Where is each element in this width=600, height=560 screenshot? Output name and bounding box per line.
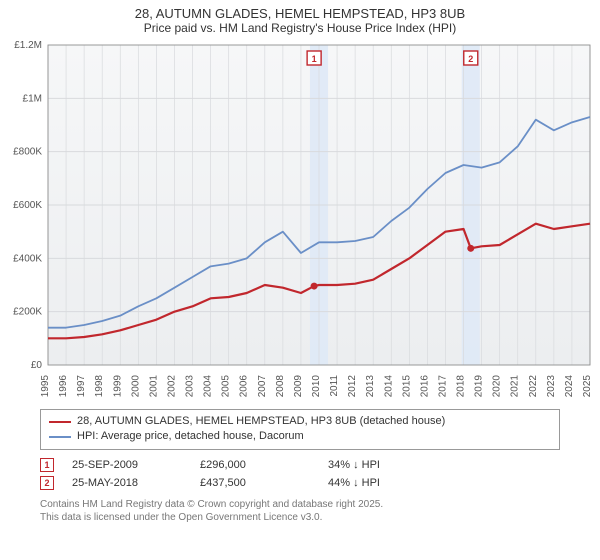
svg-text:2002: 2002 <box>166 375 177 398</box>
marker-delta: 34% ↓ HPI <box>328 459 380 471</box>
svg-text:£400K: £400K <box>13 253 42 264</box>
legend: 28, AUTUMN GLADES, HEMEL HEMPSTEAD, HP3 … <box>40 409 560 450</box>
marker-row: 2 25-MAY-2018 £437,500 44% ↓ HPI <box>40 474 560 492</box>
svg-text:2008: 2008 <box>275 375 286 398</box>
marker-number-box: 2 <box>40 476 54 490</box>
svg-text:1998: 1998 <box>94 375 105 398</box>
footnote: Contains HM Land Registry data © Crown c… <box>40 498 560 524</box>
marker-delta: 44% ↓ HPI <box>328 477 380 489</box>
line-chart: £0 £200K £400K £600K £800K £1M £1.2M 1995 1996 19… <box>0 41 600 401</box>
marker-table: 1 25-SEP-2009 £296,000 34% ↓ HPI 2 25-MAY-201… <box>40 456 560 492</box>
svg-text:2022: 2022 <box>528 375 539 398</box>
marker-row: 1 25-SEP-2009 £296,000 34% ↓ HPI <box>40 456 560 474</box>
svg-text:2025: 2025 <box>582 375 593 398</box>
svg-text:£0: £0 <box>31 360 43 371</box>
svg-text:1996: 1996 <box>58 375 69 398</box>
svg-text:£1M: £1M <box>23 93 42 104</box>
marker-price: £296,000 <box>200 459 310 471</box>
footnote-line: Contains HM Land Registry data © Crown c… <box>40 498 560 511</box>
legend-swatch <box>49 421 71 423</box>
marker-price: £437,500 <box>200 477 310 489</box>
svg-text:2014: 2014 <box>383 375 394 398</box>
chart-area: £0 £200K £400K £600K £800K £1M £1.2M 1995 1996 19… <box>0 41 600 401</box>
svg-text:2018: 2018 <box>456 375 467 398</box>
svg-text:2003: 2003 <box>185 375 196 398</box>
svg-text:2009: 2009 <box>293 375 304 398</box>
marker-number-box: 1 <box>40 458 54 472</box>
legend-item: HPI: Average price, detached house, Daco… <box>49 429 551 444</box>
svg-text:2019: 2019 <box>474 375 485 398</box>
svg-text:1999: 1999 <box>112 375 123 398</box>
chart-subtitle: Price paid vs. HM Land Registry's House … <box>0 21 600 41</box>
svg-text:£600K: £600K <box>13 200 42 211</box>
marker-date: 25-MAY-2018 <box>72 477 182 489</box>
svg-text:2005: 2005 <box>221 375 232 398</box>
svg-text:2004: 2004 <box>203 375 214 398</box>
svg-text:2021: 2021 <box>510 375 521 398</box>
svg-text:1: 1 <box>312 54 317 64</box>
chart-title: 28, AUTUMN GLADES, HEMEL HEMPSTEAD, HP3 … <box>0 0 600 21</box>
svg-text:£1.2M: £1.2M <box>14 41 42 51</box>
svg-text:2006: 2006 <box>239 375 250 398</box>
svg-text:2013: 2013 <box>365 375 376 398</box>
svg-text:£200K: £200K <box>13 307 42 318</box>
svg-text:2010: 2010 <box>311 375 322 398</box>
svg-text:2000: 2000 <box>130 375 141 398</box>
legend-label: HPI: Average price, detached house, Daco… <box>77 429 304 444</box>
svg-text:2020: 2020 <box>492 375 503 398</box>
svg-text:2015: 2015 <box>401 375 412 398</box>
footnote-line: This data is licensed under the Open Gov… <box>40 511 560 524</box>
legend-label: 28, AUTUMN GLADES, HEMEL HEMPSTEAD, HP3 … <box>77 414 445 429</box>
svg-text:1997: 1997 <box>76 375 87 398</box>
svg-text:2007: 2007 <box>257 375 268 398</box>
legend-swatch <box>49 436 71 438</box>
svg-text:2: 2 <box>468 54 473 64</box>
svg-text:2023: 2023 <box>546 375 557 398</box>
svg-text:2016: 2016 <box>419 375 430 398</box>
svg-text:2017: 2017 <box>437 375 448 398</box>
svg-text:2011: 2011 <box>329 375 340 397</box>
svg-text:£800K: £800K <box>13 147 42 158</box>
legend-item: 28, AUTUMN GLADES, HEMEL HEMPSTEAD, HP3 … <box>49 414 551 429</box>
svg-text:2024: 2024 <box>564 375 575 398</box>
svg-text:1995: 1995 <box>40 375 51 398</box>
svg-text:2001: 2001 <box>148 375 159 398</box>
svg-text:2012: 2012 <box>347 375 358 398</box>
marker-date: 25-SEP-2009 <box>72 459 182 471</box>
